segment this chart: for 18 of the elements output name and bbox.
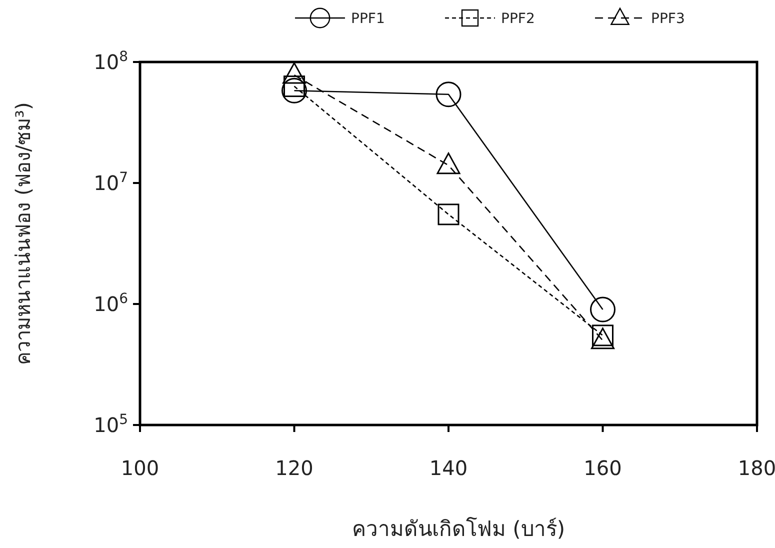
y-tick-label: 10$^{5}$ <box>94 412 128 437</box>
point <box>436 82 462 108</box>
y-tick-label: 10$^{8}$ <box>94 49 128 74</box>
x-tick-label: 140 <box>429 456 468 480</box>
y-tick-label: 10$^{6}$ <box>94 291 128 316</box>
x-tick-label: 180 <box>738 456 775 480</box>
x-tick-label: 160 <box>584 456 622 480</box>
x-axis-title: ความดันเกิดโฟม (บาร์) <box>352 517 566 541</box>
y-tick-label: 10$^{7}$ <box>94 170 128 195</box>
legend-label: PPF2 <box>501 11 535 27</box>
legend-label: PPF1 <box>351 11 385 27</box>
point <box>590 296 616 322</box>
point <box>282 78 307 104</box>
point <box>438 204 460 226</box>
x-tick-label: 100 <box>120 456 160 480</box>
x-tick-label: 120 <box>275 456 314 480</box>
y-axis-title: ความหนาแน่นฟอง (ฟอง/ซม³) <box>11 102 35 365</box>
legend-label: PPF3 <box>651 11 685 27</box>
